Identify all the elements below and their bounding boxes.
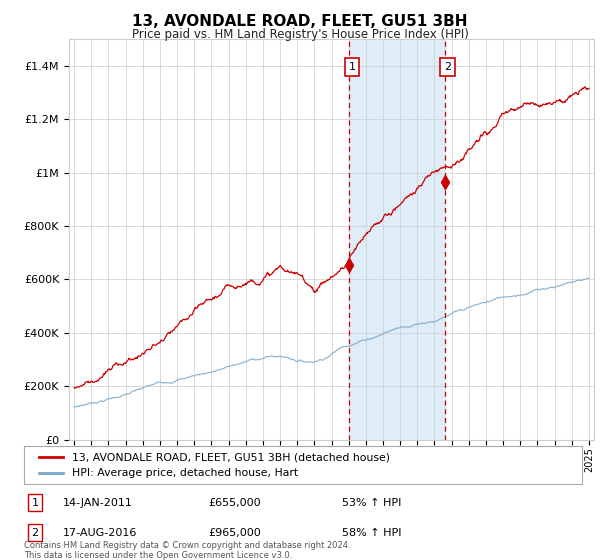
Text: 2: 2 [444,62,451,72]
Text: Contains HM Land Registry data © Crown copyright and database right 2024.
This d: Contains HM Land Registry data © Crown c… [24,540,350,560]
Text: 2: 2 [32,528,39,538]
Text: 13, AVONDALE ROAD, FLEET, GU51 3BH: 13, AVONDALE ROAD, FLEET, GU51 3BH [132,14,468,29]
Text: 14-JAN-2011: 14-JAN-2011 [63,498,133,507]
Text: 1: 1 [32,498,38,507]
Text: 1: 1 [349,62,355,72]
Legend: 13, AVONDALE ROAD, FLEET, GU51 3BH (detached house), HPI: Average price, detache: 13, AVONDALE ROAD, FLEET, GU51 3BH (deta… [35,448,394,483]
Text: 53% ↑ HPI: 53% ↑ HPI [342,498,401,507]
Text: Price paid vs. HM Land Registry's House Price Index (HPI): Price paid vs. HM Land Registry's House … [131,28,469,41]
Bar [349,39,445,440]
Text: 58% ↑ HPI: 58% ↑ HPI [342,528,401,538]
Text: 17-AUG-2016: 17-AUG-2016 [63,528,137,538]
Text: £655,000: £655,000 [208,498,261,507]
Text: £965,000: £965,000 [208,528,261,538]
